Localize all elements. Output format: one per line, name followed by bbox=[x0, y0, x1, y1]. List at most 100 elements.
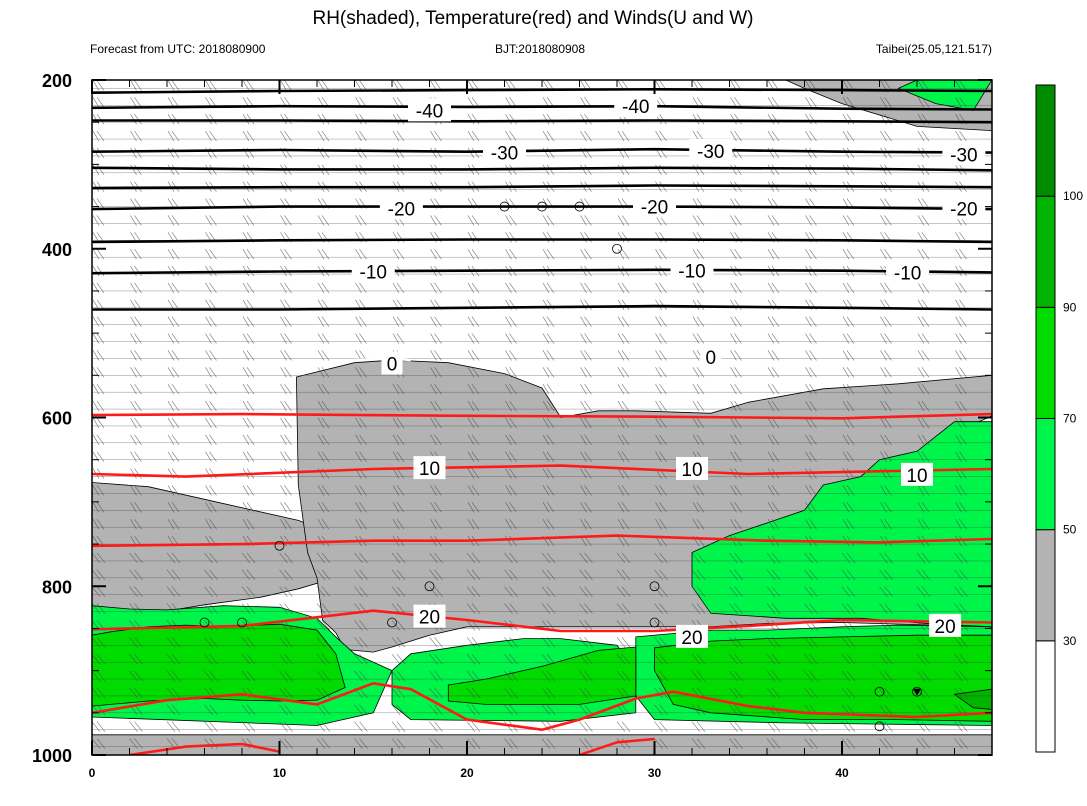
vertical-motion-circle bbox=[274, 540, 285, 551]
wind-barb bbox=[841, 569, 856, 581]
wind-barb bbox=[655, 130, 667, 142]
wind-barb bbox=[280, 400, 292, 412]
wind-barb bbox=[991, 586, 992, 588]
wind-barb bbox=[280, 282, 292, 294]
wind-barb bbox=[805, 485, 817, 496]
contour-label: 10 bbox=[419, 459, 440, 480]
wind-barb bbox=[691, 670, 706, 682]
wind-barb bbox=[993, 182, 1004, 192]
wind-barb bbox=[391, 569, 406, 581]
wind-barb bbox=[879, 586, 893, 597]
wind-barb bbox=[691, 552, 706, 564]
wind-barb bbox=[991, 569, 992, 571]
wind-barb bbox=[505, 350, 517, 361]
wind-barb bbox=[280, 130, 292, 142]
wind-barb bbox=[355, 113, 367, 125]
wind-barb bbox=[280, 502, 292, 513]
contour-label: -20 bbox=[950, 199, 977, 220]
wind-barb bbox=[167, 164, 180, 176]
wind-barb bbox=[841, 637, 856, 648]
wind-barb bbox=[655, 316, 667, 327]
bjt-label: BJT:2018080908 bbox=[495, 42, 585, 56]
wind-barb bbox=[767, 485, 780, 496]
wind-barb bbox=[917, 248, 930, 260]
wind-barb bbox=[355, 80, 367, 91]
wind-barb bbox=[92, 637, 106, 648]
wind-barb bbox=[617, 248, 630, 260]
x-tick-label: 30 bbox=[648, 766, 662, 780]
contour-label-box bbox=[676, 456, 708, 480]
wind-barb bbox=[842, 248, 855, 260]
wind-barb bbox=[204, 603, 218, 614]
wind-barb bbox=[317, 502, 330, 513]
wind-barb bbox=[505, 367, 517, 378]
wind-barb bbox=[993, 536, 1004, 546]
wind-barb bbox=[805, 502, 817, 513]
wind-barb bbox=[204, 653, 218, 665]
wind-barb bbox=[805, 248, 817, 260]
wind-barb bbox=[692, 282, 705, 294]
wind-barb bbox=[692, 333, 705, 344]
wind-barb bbox=[505, 248, 517, 260]
wind-barb bbox=[505, 130, 517, 142]
wind-barb bbox=[92, 164, 105, 176]
wind-barb bbox=[991, 603, 992, 605]
wind-barb bbox=[205, 333, 217, 344]
wind-barb bbox=[280, 383, 292, 395]
wind-barb bbox=[467, 350, 480, 361]
vertical-motion-circle bbox=[874, 686, 885, 697]
wind-barb bbox=[504, 653, 518, 665]
wind-barb bbox=[729, 738, 743, 749]
wind-barb bbox=[205, 299, 217, 311]
wind-barb bbox=[467, 383, 480, 395]
wind-barb bbox=[805, 130, 817, 142]
wind-barb bbox=[955, 130, 967, 142]
wind-barb bbox=[729, 603, 743, 614]
wind-barb bbox=[466, 637, 481, 648]
wind-barb bbox=[729, 721, 743, 732]
wind-barb bbox=[280, 80, 292, 91]
wind-barb bbox=[166, 704, 181, 716]
wind-barb bbox=[579, 637, 593, 648]
wind-barb bbox=[316, 569, 331, 581]
wind-barb bbox=[242, 518, 255, 530]
wind-barb bbox=[316, 637, 331, 648]
wind-barb bbox=[616, 721, 631, 732]
wind-barb bbox=[993, 80, 1004, 90]
wind-barb bbox=[841, 552, 856, 564]
wind-barb bbox=[355, 316, 367, 327]
colorbar-tick-label: 90 bbox=[1063, 300, 1077, 314]
wind-barb bbox=[993, 435, 1004, 445]
wind-barb bbox=[92, 721, 106, 732]
wind-barb bbox=[241, 603, 256, 614]
x-tick-label: 10 bbox=[273, 766, 287, 780]
wind-barb bbox=[805, 518, 817, 530]
contour-label-box bbox=[700, 344, 722, 368]
contour-label-box bbox=[408, 98, 451, 122]
wind-barb bbox=[242, 316, 255, 327]
x-tick-label: 20 bbox=[460, 766, 474, 780]
wind-barb bbox=[655, 383, 667, 395]
wind-barb bbox=[204, 586, 218, 597]
wind-barb bbox=[430, 282, 442, 294]
wind-barb bbox=[804, 738, 818, 749]
wind-barb bbox=[129, 738, 143, 749]
wind-barb bbox=[767, 164, 780, 176]
wind-barb bbox=[167, 265, 180, 277]
contour-label: -10 bbox=[678, 262, 705, 283]
wind-barb bbox=[729, 586, 743, 597]
rh-region bbox=[953, 688, 992, 710]
wind-barb bbox=[167, 383, 180, 395]
wind-barb bbox=[842, 80, 855, 91]
wind-barb bbox=[842, 333, 855, 344]
wind-barb bbox=[391, 603, 406, 614]
wind-barb bbox=[841, 721, 856, 732]
wind-barb bbox=[917, 367, 930, 378]
wind-barb bbox=[280, 215, 292, 226]
wind-barb bbox=[692, 400, 705, 412]
wind-barb bbox=[916, 704, 931, 716]
wind-barb bbox=[92, 215, 105, 226]
wind-barb bbox=[917, 400, 930, 412]
wind-barb bbox=[842, 518, 855, 530]
wind-barb bbox=[92, 350, 105, 361]
